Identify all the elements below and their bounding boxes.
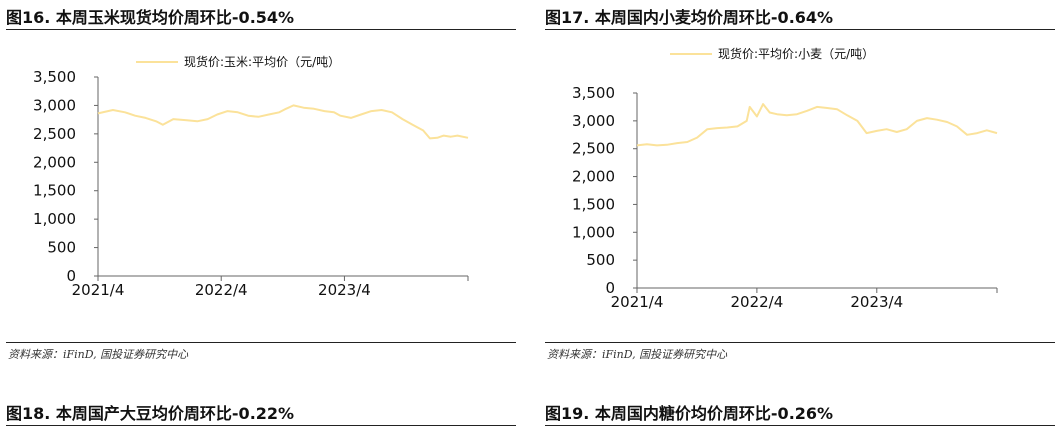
- figure-17-title: 图17. 本周国内小麦均价周环比-0.64%: [545, 8, 834, 27]
- y-tick-label: 1,000: [572, 223, 615, 241]
- y-tick-label: 0: [605, 279, 615, 297]
- y-tick-label: 500: [586, 251, 615, 269]
- y-tick-label: 1,000: [33, 210, 76, 228]
- y-tick-label: 3,500: [33, 68, 76, 86]
- y-tick-label: 500: [47, 239, 76, 257]
- y-tick-label: 1,500: [572, 195, 615, 213]
- y-tick-label: 1,500: [33, 182, 76, 200]
- legend-label: 现货价:玉米:平均价（元/吨）: [184, 54, 340, 69]
- figure-16-source: 资料来源：iFinD, 国投证券研究中心: [8, 348, 189, 361]
- x-tick-label: 2021/4: [72, 281, 125, 299]
- series-line: [97, 104, 469, 140]
- y-tick-label: 2,000: [33, 153, 76, 171]
- y-tick-label: 3,000: [33, 96, 76, 114]
- series-line: [636, 103, 998, 147]
- x-tick-label: 2021/4: [611, 293, 664, 311]
- figure-17-top-rule: [545, 29, 1055, 30]
- figure-19-title: 图19. 本周国内糖价均价周环比-0.26%: [545, 404, 834, 423]
- figure-18-title: 图18. 本周国产大豆均价周环比-0.22%: [6, 404, 295, 423]
- x-tick-label: 2023/4: [850, 293, 903, 311]
- y-tick-label: 0: [66, 267, 76, 285]
- x-tick-label: 2023/4: [318, 281, 371, 299]
- figure-18-top-rule: [6, 425, 516, 426]
- legend-label: 现货价:平均价:小麦（元/吨）: [718, 46, 874, 61]
- figure-16-panel: 图16. 本周玉米现货均价周环比-0.54% 0 500 1,000 1,500 2,0…: [6, 0, 516, 372]
- figure-19-top-rule: [545, 425, 1055, 426]
- figure-17-panel: 图17. 本周国内小麦均价周环比-0.64% 0 500 1,000 1,500 2,0…: [545, 0, 1055, 372]
- figure-17-bottom-rule: [545, 342, 1055, 343]
- figure-16-title: 图16. 本周玉米现货均价周环比-0.54%: [6, 8, 295, 27]
- x-tick-label: 2022/4: [730, 293, 783, 311]
- y-tick-label: 2,000: [572, 168, 615, 186]
- y-tick-label: 3,500: [572, 84, 615, 102]
- y-tick-label: 3,000: [572, 112, 615, 130]
- x-tick-label: 2022/4: [195, 281, 248, 299]
- figure-17-source: 资料来源：iFinD, 国投证券研究中心: [547, 348, 728, 361]
- figure-16-chart: 0 500 1,000 1,500 2,000 2,500 3,000 3,500 2021/4…: [33, 54, 469, 299]
- figure-16-bottom-rule: [6, 342, 516, 343]
- y-tick-label: 2,500: [572, 140, 615, 158]
- y-tick-label: 2,500: [33, 125, 76, 143]
- figure-17-chart: 0 500 1,000 1,500 2,000 2,500 3,000 3,500 2021/4…: [572, 46, 998, 311]
- figure-16-top-rule: [6, 29, 516, 30]
